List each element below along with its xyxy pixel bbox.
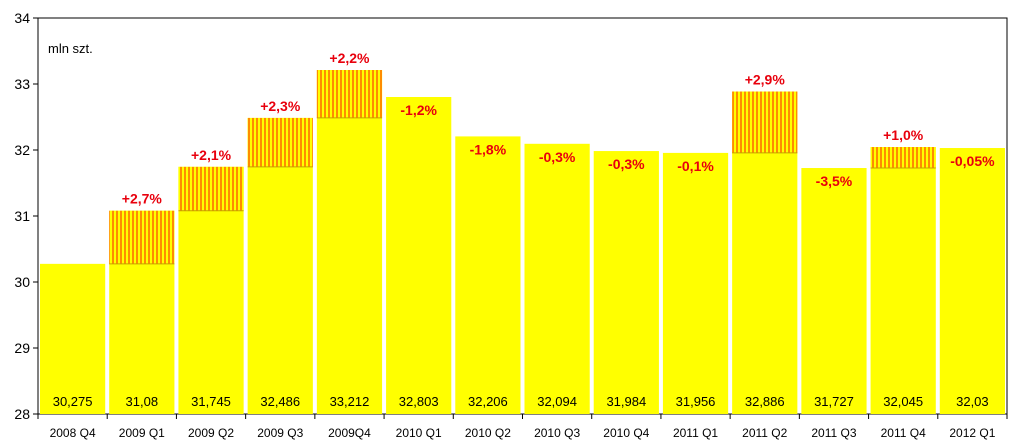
- x-tick-label: 2009 Q2: [188, 426, 234, 440]
- y-tick-label: 32: [14, 142, 30, 158]
- bar: [593, 151, 659, 414]
- bar: [455, 136, 521, 415]
- y-tick-label: 33: [14, 76, 30, 92]
- y-tick-label: 31: [14, 208, 30, 224]
- y-tick-label: 28: [14, 406, 30, 422]
- bar: [870, 147, 936, 414]
- x-tick-label: 2011 Q2: [742, 426, 787, 440]
- y-tick-label: 29: [14, 340, 30, 356]
- bar-value-label: 32,886: [745, 394, 785, 409]
- bar: [939, 148, 1005, 414]
- bar-increase-segment: [178, 166, 244, 211]
- bar: [386, 97, 452, 414]
- x-tick-label: 2010 Q2: [465, 426, 511, 440]
- bar: [40, 263, 106, 414]
- y-tick-label: 34: [14, 10, 30, 26]
- x-tick-label: 2009 Q3: [257, 426, 303, 440]
- x-tick-label: 2010 Q3: [534, 426, 580, 440]
- change-label: -3,5%: [816, 173, 853, 189]
- x-tick-label: 2010 Q1: [396, 426, 442, 440]
- bar: [662, 152, 729, 415]
- bar-value-label: 30,275: [53, 394, 93, 409]
- bar-value-label: 32,803: [399, 394, 439, 409]
- bar-increase-segment: [870, 147, 936, 169]
- bar-value-label: 31,984: [606, 394, 646, 409]
- bar-value-label: 32,486: [260, 394, 300, 409]
- x-tick-label: 2011 Q1: [673, 426, 718, 440]
- change-label: +2,3%: [260, 98, 301, 114]
- change-label: +1,0%: [883, 127, 924, 143]
- bar-value-label: 32,03: [956, 394, 989, 409]
- bar-value-label: 32,206: [468, 394, 508, 409]
- unit-label: mln szt.: [48, 41, 93, 56]
- bar-value-label: 32,045: [883, 394, 923, 409]
- bar-increase-segment: [109, 210, 175, 264]
- change-label: +2,2%: [329, 50, 370, 66]
- change-label: -1,8%: [470, 141, 507, 157]
- x-tick-label: 2011 Q4: [881, 426, 926, 440]
- bar-increase-segment: [316, 70, 383, 118]
- x-tick-label: 2008 Q4: [50, 426, 96, 440]
- change-label: -0,05%: [950, 153, 995, 169]
- change-label: -1,2%: [400, 102, 437, 118]
- x-tick-label: 2009Q4: [328, 426, 371, 440]
- x-tick-label: 2010 Q4: [603, 426, 649, 440]
- bar-increase-segment: [732, 91, 798, 153]
- bar-value-label: 31,727: [814, 394, 854, 409]
- change-label: +2,1%: [191, 147, 232, 163]
- x-tick-label: 2012 Q1: [949, 426, 995, 440]
- y-tick-label: 30: [14, 274, 30, 290]
- change-label: +2,9%: [745, 72, 786, 88]
- x-tick-label: 2009 Q1: [119, 426, 165, 440]
- bar-value-label: 31,08: [126, 394, 159, 409]
- change-label: -0,3%: [539, 149, 576, 165]
- x-tick-label: 2011 Q3: [811, 426, 856, 440]
- bar-value-label: 33,212: [330, 394, 370, 409]
- bar-increase-segment: [247, 117, 313, 167]
- bar-value-label: 31,745: [191, 394, 231, 409]
- bar: [316, 70, 383, 415]
- change-label: -0,1%: [677, 158, 714, 174]
- bar: [524, 143, 590, 414]
- bar-value-label: 31,956: [676, 394, 716, 409]
- bar-value-label: 32,094: [537, 394, 577, 409]
- bar: [801, 168, 867, 414]
- change-label: -0,3%: [608, 156, 645, 172]
- change-label: +2,7%: [122, 191, 163, 207]
